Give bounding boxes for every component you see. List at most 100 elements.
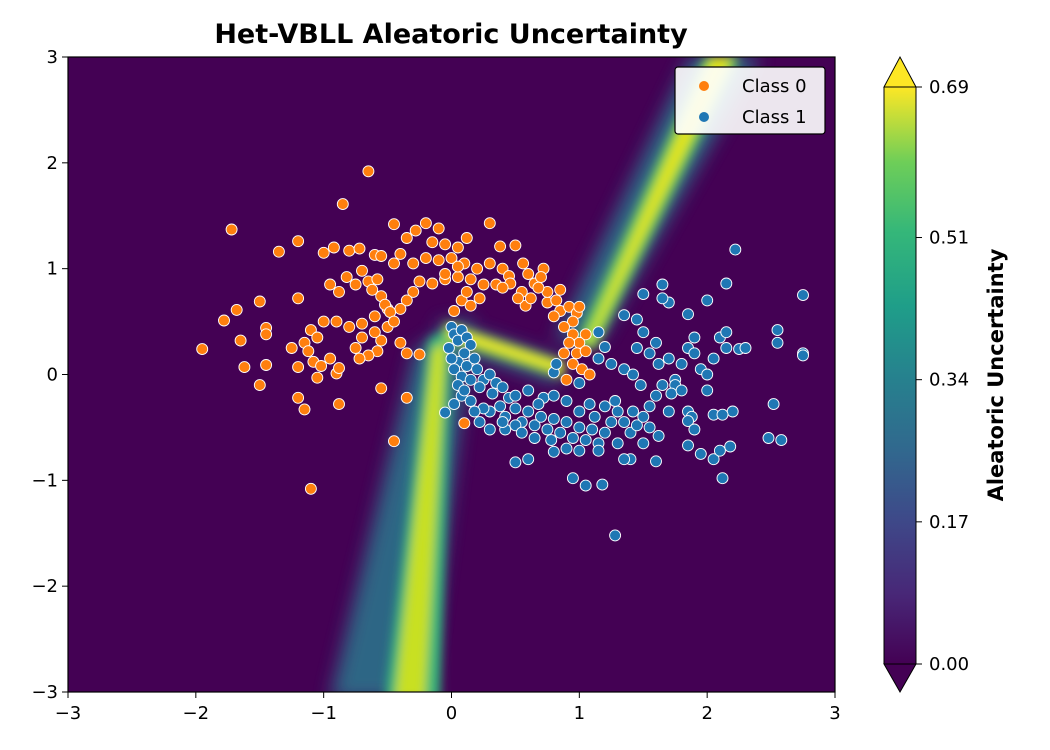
class-1-point — [573, 421, 586, 434]
y-tick-label: 2 — [47, 153, 58, 174]
class-0-point — [494, 240, 507, 253]
class-1-point — [627, 368, 639, 381]
class-0-point — [253, 295, 266, 308]
legend-marker-class-0 — [699, 81, 709, 91]
class-1-point — [675, 357, 688, 370]
class-0-point — [554, 283, 567, 296]
class-0-point — [292, 235, 305, 248]
class-0-point — [583, 368, 596, 381]
colorbar-tick-label: 0.00 — [929, 654, 969, 675]
class-0-point — [388, 435, 400, 448]
class-0-point — [558, 347, 570, 360]
class-1-point — [439, 406, 452, 419]
class-1-point — [448, 398, 461, 411]
class-1-point — [767, 398, 780, 411]
class-0-point — [343, 320, 356, 333]
class-1-point — [716, 408, 729, 421]
class-1-point — [771, 324, 784, 337]
class-0-point — [260, 359, 273, 371]
class-1-point — [652, 429, 665, 442]
class-0-point — [394, 302, 407, 315]
class-0-point — [333, 362, 345, 375]
class-0-point — [388, 218, 400, 231]
class-1-point — [720, 326, 733, 339]
class-1-point — [522, 405, 535, 418]
class-1-point — [468, 352, 481, 365]
x-tick-label: 1 — [574, 703, 585, 724]
x-tick-label: 2 — [701, 703, 712, 724]
class-1-point — [637, 326, 650, 339]
class-0-point — [340, 271, 353, 284]
class-0-point — [407, 285, 420, 298]
class-1-point — [547, 445, 560, 458]
class-1-point — [701, 384, 714, 397]
class-0-point — [573, 300, 586, 313]
class-1-point — [442, 342, 455, 354]
class-1-point — [701, 294, 714, 307]
uncertainty-heatmap — [68, 57, 835, 692]
class-0-point — [496, 281, 509, 294]
class-1-point — [726, 405, 739, 418]
class-1-point — [650, 336, 662, 349]
class-0-point — [353, 242, 366, 255]
class-0-point — [413, 275, 426, 288]
class-0-point — [353, 352, 366, 365]
class-0-point — [302, 345, 315, 358]
class-1-point — [713, 444, 726, 457]
class-0-point — [451, 260, 464, 273]
class-1-point — [541, 423, 554, 436]
class-1-point — [509, 389, 522, 402]
class-1-point — [762, 432, 775, 444]
class-1-point — [682, 415, 694, 428]
class-0-point — [388, 315, 400, 328]
class-1-point — [445, 352, 458, 365]
class-0-point — [517, 257, 530, 270]
class-1-point — [596, 478, 609, 491]
class-1-point — [592, 326, 605, 339]
class-0-point — [579, 328, 592, 341]
x-axis: −3 −2 −1 0 1 2 3 — [55, 692, 841, 724]
colorbar-label: Aleatoric Uncertainty — [984, 248, 1008, 501]
class-1-point — [707, 453, 720, 466]
class-0-point — [566, 357, 579, 370]
class-1-point — [618, 363, 631, 376]
class-1-point — [547, 389, 560, 402]
class-1-point — [464, 338, 477, 351]
class-1-point — [532, 398, 545, 411]
class-0-point — [317, 246, 330, 259]
class-1-point — [509, 456, 522, 469]
class-0-point — [409, 224, 422, 237]
class-1-point — [573, 405, 586, 418]
class-0-point — [547, 310, 560, 323]
colorbar-tick-label: 0.51 — [929, 228, 969, 249]
class-1-point — [720, 277, 733, 290]
class-1-point — [662, 405, 675, 418]
class-0-point — [451, 271, 464, 284]
class-1-point — [547, 412, 560, 425]
class-0-point — [324, 278, 337, 291]
colorbar-tick-label: 0.34 — [929, 370, 969, 391]
colorbar-gradient — [884, 87, 916, 664]
class-0-point — [439, 268, 452, 280]
class-0-point — [362, 165, 375, 178]
class-1-point — [609, 529, 622, 542]
class-1-point — [605, 357, 618, 370]
scatter-points — [196, 165, 809, 542]
colorbar-tick-label: 0.17 — [929, 512, 969, 533]
class-0-point — [356, 317, 368, 330]
class-0-point — [315, 360, 328, 372]
legend-label-class-0: Class 0 — [742, 76, 807, 97]
class-1-point — [598, 400, 611, 413]
class-1-point — [618, 309, 631, 322]
class-0-point — [375, 334, 388, 347]
class-0-point — [368, 310, 381, 323]
class-1-point — [611, 405, 624, 418]
class-0-point — [477, 278, 490, 291]
y-tick-label: −1 — [31, 470, 58, 491]
y-tick-label: 1 — [47, 259, 58, 280]
class-0-point — [535, 271, 547, 284]
class-0-point — [563, 336, 576, 349]
class-0-point — [234, 334, 247, 347]
class-1-point — [583, 398, 596, 411]
x-tick-label: −2 — [183, 703, 210, 724]
